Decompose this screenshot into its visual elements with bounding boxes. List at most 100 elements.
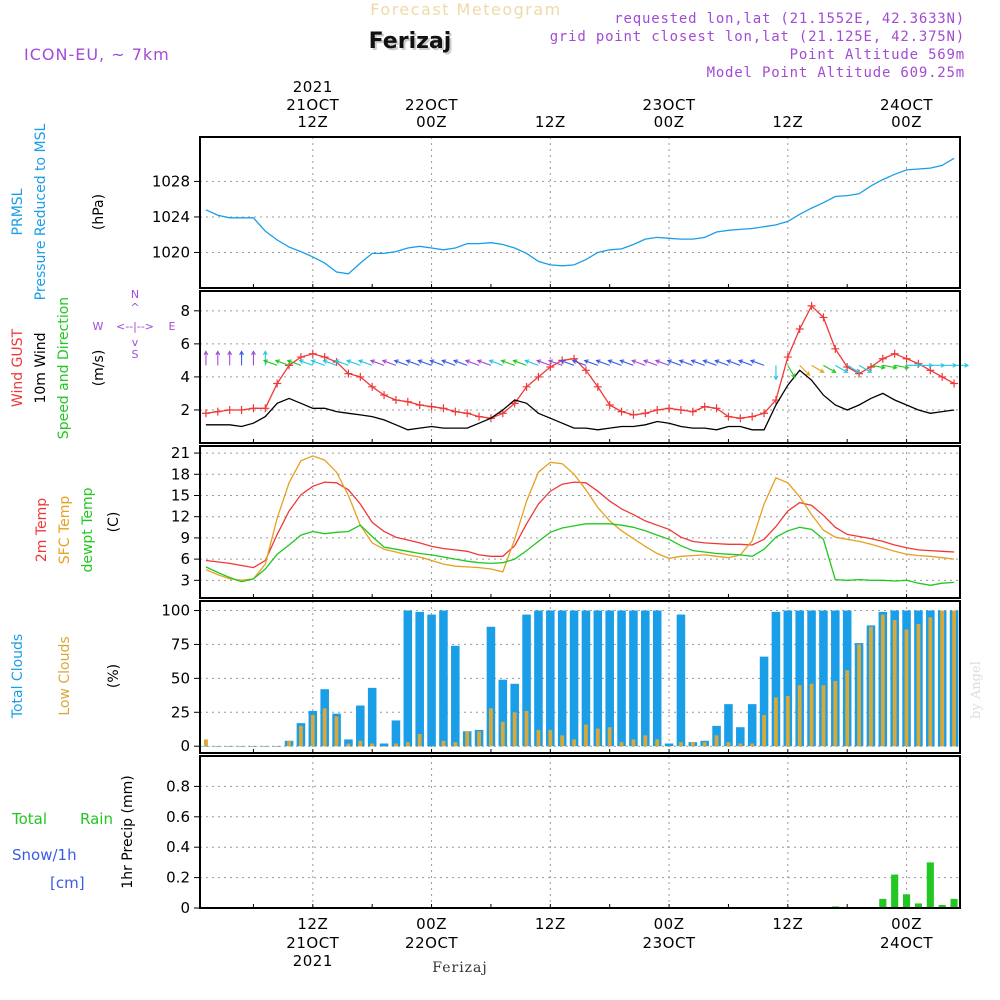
temperature-ytick-label-4: 15: [171, 486, 190, 504]
total-cloud-bar-49: [783, 610, 793, 747]
low-cloud-bar-63: [952, 610, 956, 747]
low-cloud-bar-27: [524, 710, 529, 747]
total-cloud-bar-31: [569, 610, 579, 747]
wind-label-10m: 10m Wind: [33, 332, 49, 403]
total-cloud-bar-21: [451, 645, 460, 747]
wind-gust-marker-10: [320, 353, 329, 362]
total-cloud-bar-12: [344, 739, 353, 747]
wind-arrow-31: [559, 359, 575, 366]
clouds-ytick-label-0: 0: [180, 737, 190, 755]
top-time-label-5-1: 24OCT: [880, 96, 933, 114]
pressure-label-long: Pressure Reduced to MSL: [33, 123, 49, 300]
compass-down-arrow: v: [132, 336, 139, 349]
wind-gust-marker-37: [641, 409, 650, 418]
clouds-frame: [199, 600, 961, 754]
wind-gust-marker-29: [546, 363, 555, 371]
wind-gust-marker-53: [831, 344, 840, 353]
top-time-label-0-1: 21OCT: [286, 96, 339, 114]
top-time-label-5-2: 00Z: [891, 113, 922, 131]
total-cloud-bar-37: [641, 610, 650, 747]
precip-panel: 0 0.2 0.4 0.6 0.8: [166, 755, 961, 917]
temperature-frame: [199, 445, 961, 599]
low-cloud-bar-43: [714, 735, 719, 747]
wind-gust-marker-45: [736, 414, 745, 423]
total-cloud-bar-20: [439, 610, 448, 747]
low-cloud-bar-4: [251, 746, 256, 747]
wind-arrow-20: [429, 359, 444, 366]
total-cloud-bar-14: [367, 687, 377, 747]
wind-arrow-44: [714, 359, 729, 366]
rain-bar-60: [914, 903, 922, 908]
wind-arrow-0: [203, 350, 209, 366]
low-cloud-bar-14: [370, 743, 375, 747]
wind-arrow-29: [536, 359, 551, 366]
total-cloud-bar-40: [676, 614, 686, 747]
wind-arrow-18: [405, 359, 420, 366]
wind-gust-marker-22: [463, 409, 472, 418]
precip-frame: [199, 755, 961, 909]
total-cloud-bar-34: [605, 610, 614, 747]
pressure-frame: [199, 136, 961, 289]
temperature-series-dewpt-temp: [205, 523, 955, 586]
low-cloud-bar-59: [904, 629, 909, 747]
low-cloud-bar-11: [334, 716, 339, 747]
wind-arrow-30: [547, 359, 563, 366]
wind-gust-marker-36: [629, 410, 638, 419]
bottom-time-label-4-0: 12Z: [772, 915, 803, 933]
precip-legend-rain: Rain: [80, 810, 113, 828]
wind-arrow-9: [298, 359, 314, 366]
low-cloud-bar-48: [774, 697, 778, 747]
low-cloud-bar-1: [215, 746, 220, 747]
low-cloud-bar-10: [322, 708, 327, 747]
rain-bar-62: [938, 904, 946, 908]
wind-arrow-47: [749, 359, 765, 366]
bottom-time-label-3-1: 23OCT: [643, 934, 696, 952]
temperature-ytick-label-3: 12: [171, 508, 190, 526]
rain-bar-61: [926, 862, 934, 908]
low-cloud-bar-57: [880, 614, 885, 747]
bottom-time-label-1-0: 00Z: [416, 915, 447, 933]
low-cloud-bar-36: [631, 739, 636, 747]
wind-gust-marker-51: [807, 301, 816, 310]
bottom-time-label-0-0: 12Z: [297, 915, 328, 933]
wind-arrow-35: [607, 359, 622, 366]
total-cloud-bar-47: [759, 656, 769, 747]
top-time-label-3-2: 00Z: [654, 113, 685, 131]
top-time-label-1-2: 00Z: [416, 113, 447, 131]
wind-gust-marker-46: [748, 412, 757, 421]
wind-arrow-7: [274, 359, 290, 366]
compass-cross: <--|-->: [116, 320, 154, 333]
wind-gust-marker-27: [522, 382, 531, 391]
wind-gust-marker-35: [617, 407, 626, 416]
wind-gust-marker-21: [451, 407, 460, 416]
total-cloud-bar-36: [629, 610, 638, 747]
low-cloud-bar-5: [263, 746, 268, 747]
wind-arrow-42: [690, 359, 705, 366]
wind-gust-marker-12: [344, 369, 353, 378]
wind-gust-marker-63: [950, 379, 959, 388]
wind-arrow-25: [488, 359, 504, 366]
wind-label-speed-dir: Speed and Direction: [56, 297, 72, 439]
low-cloud-bar-50: [797, 685, 802, 747]
model-label: ICON-EU, ~ 7km: [24, 45, 170, 64]
point-altitude: Point Altitude 569m: [790, 47, 965, 63]
total-cloud-bar-50: [795, 610, 804, 747]
temperature-ytick-label-6: 21: [171, 444, 190, 462]
total-cloud-bar-38: [652, 610, 662, 747]
wind-arrow-23: [464, 359, 480, 366]
pressure-series-prmsl: [205, 157, 955, 275]
wind-gust-marker-1: [213, 407, 222, 416]
wind-arrow-38: [642, 359, 658, 366]
low-cloud-bar-53: [833, 681, 838, 747]
wind-gust-marker-28: [534, 372, 543, 381]
wind-gust-marker-19: [427, 402, 436, 411]
clouds-panel: 0 25 50 75 100: [161, 600, 961, 755]
low-cloud-bar-45: [738, 743, 743, 747]
compass-n: N: [131, 288, 139, 301]
precip-ytick-label-4: 0.8: [166, 777, 190, 795]
wind-arrow-50: [799, 364, 811, 377]
wind-gust-marker-15: [380, 391, 389, 400]
wind-arrow-17: [393, 359, 409, 366]
